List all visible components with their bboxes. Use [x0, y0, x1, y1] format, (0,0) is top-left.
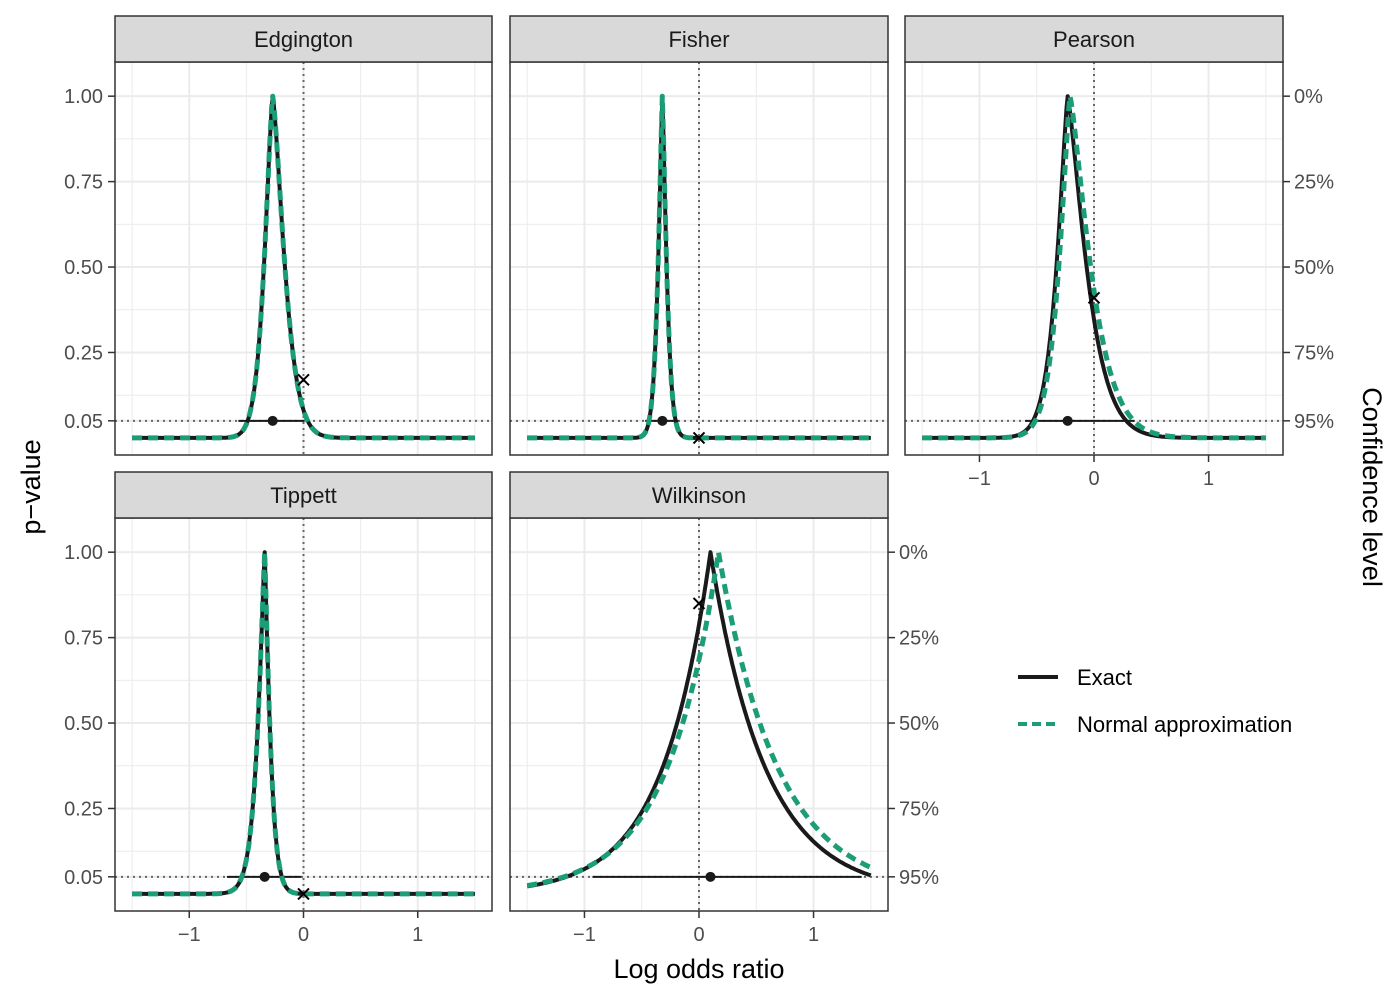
strip-label-fisher: Fisher: [668, 27, 729, 52]
y-tick-label: 0.50: [64, 713, 103, 735]
null-pvalue-marker: [692, 431, 706, 445]
strip-label-edgington: Edgington: [254, 27, 353, 52]
x-tick-label: 0: [298, 924, 309, 946]
x-tick-label: 0: [693, 924, 704, 946]
y2-tick-label: 95%: [1294, 411, 1334, 433]
x-axis-title: Log odds ratio: [613, 954, 784, 984]
null-pvalue-marker: [1087, 291, 1101, 305]
legend-label-exact: Exact: [1077, 665, 1132, 690]
null-pvalue-marker-stroke: [1087, 291, 1101, 305]
null-pvalue-marker: [297, 887, 310, 901]
null-pvalue-marker-stroke: [692, 431, 706, 445]
null-pvalue-marker-stroke: [692, 597, 706, 610]
strip-background: [114, 15, 493, 63]
panel-edgington: Edgington 1.00 0.75 0.50 0.25 0.05: [64, 15, 493, 456]
y-tick-label: 1.00: [64, 542, 103, 564]
y-tick-label: 0.05: [64, 867, 103, 889]
series-normal-approximation: [130, 93, 477, 441]
panel-wilkinson: Wilkinson 0% 25% 50% 75% 95% −1 0 1: [509, 471, 939, 946]
y2-tick-label: 50%: [899, 713, 939, 735]
y-tick-label: 0.25: [64, 798, 103, 820]
y-tick-label: 1.00: [64, 86, 103, 108]
point-estimate-marker: [267, 415, 278, 426]
x-tick-label: −1: [573, 924, 596, 946]
y-tick-label: 0.75: [64, 172, 103, 194]
y-axis-title: p−value: [16, 439, 46, 534]
x-tick-label: 0: [1088, 468, 1099, 490]
null-pvalue-marker-stroke: [297, 373, 310, 387]
null-pvalue-marker: [297, 373, 310, 387]
y2-tick-label: 95%: [899, 867, 939, 889]
x-tick-label: −1: [968, 468, 991, 490]
x-tick-label: 1: [412, 924, 423, 946]
series-exact: [526, 550, 872, 889]
strip-label-wilkinson: Wilkinson: [652, 483, 746, 508]
point-estimate-marker: [657, 415, 668, 426]
y2-tick-label: 0%: [899, 542, 928, 564]
panel-pearson: Pearson 0% 25% 50% 75% 95% −1 0 1: [904, 15, 1334, 490]
y2-tick-label: 75%: [1294, 342, 1334, 364]
x-tick-label: −1: [178, 924, 201, 946]
legend-label-normal-approximation: Normal approximation: [1077, 712, 1292, 737]
legend: Exact Normal approximation: [1018, 665, 1292, 737]
y-tick-label: 0.50: [64, 257, 103, 279]
series-normal-approximation: [130, 549, 477, 897]
facet-panels: Edgington 1.00 0.75 0.50 0.25 0.05 Fisher Pears…: [64, 15, 1334, 946]
panel-fisher: Fisher: [509, 15, 889, 456]
y2-tick-label: 25%: [899, 628, 939, 650]
series-normal-approximation: [525, 549, 873, 889]
strip-background: [114, 471, 493, 519]
null-pvalue-marker-stroke: [297, 887, 310, 901]
null-pvalue-marker: [692, 597, 706, 610]
strip-background: [509, 471, 889, 519]
y-tick-label: 0.25: [64, 342, 103, 364]
y-tick-label: 0.75: [64, 628, 103, 650]
strip-label-pearson: Pearson: [1053, 27, 1135, 52]
y2-tick-label: 0%: [1294, 86, 1323, 108]
point-estimate-marker: [1062, 415, 1073, 426]
strip-background: [904, 15, 1284, 63]
strip-label-tippett: Tippett: [270, 483, 336, 508]
x-tick-label: 1: [1203, 468, 1214, 490]
point-estimate-marker: [705, 871, 716, 882]
y2-tick-label: 25%: [1294, 172, 1334, 194]
y2-tick-label: 50%: [1294, 257, 1334, 279]
point-estimate-marker: [259, 871, 270, 882]
series-normal-approximation: [920, 93, 1268, 441]
panel-tippett: Tippett 1.00 0.75 0.50 0.25 0.05 −1 0 1: [64, 471, 493, 946]
y-tick-label: 0.05: [64, 411, 103, 433]
y2-tick-label: 75%: [899, 798, 939, 820]
y2-axis-title: Confidence level: [1357, 387, 1387, 587]
x-tick-label: 1: [808, 924, 819, 946]
strip-background: [509, 15, 889, 63]
